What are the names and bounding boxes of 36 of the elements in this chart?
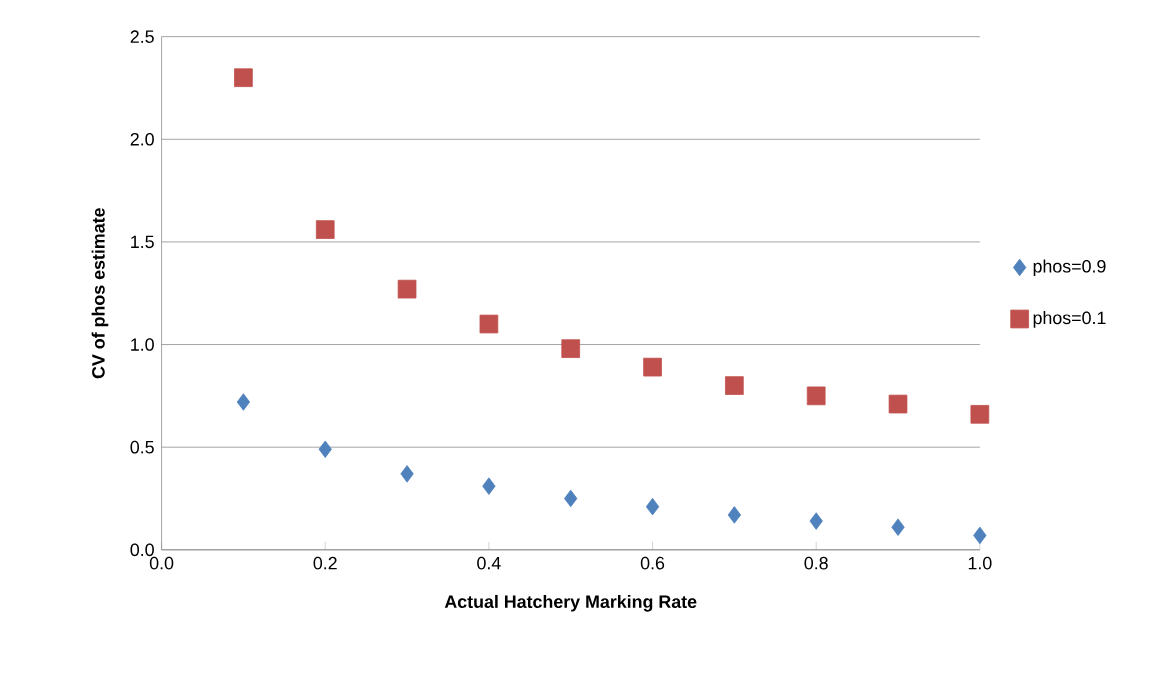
x-tick-label: 0.4	[477, 557, 501, 570]
x-tick-label: 1.0	[968, 557, 992, 570]
y-tick-label: 0.5	[130, 441, 154, 454]
point	[482, 477, 496, 496]
point	[315, 220, 335, 240]
point	[891, 518, 905, 537]
point	[806, 386, 826, 406]
point	[479, 314, 499, 334]
point	[809, 512, 823, 531]
x-tick-label: 0.2	[313, 557, 337, 570]
point	[645, 498, 660, 516]
point	[318, 440, 332, 459]
point	[561, 339, 581, 359]
legend-label: phos=0.1	[1033, 311, 1106, 328]
y-tick-label: 1.0	[131, 338, 154, 352]
point	[725, 376, 744, 396]
point	[888, 394, 908, 414]
x-tick-label: 0.6	[640, 557, 665, 570]
point	[643, 358, 662, 377]
x-tick-label: 0.0	[149, 557, 174, 570]
point	[970, 405, 990, 424]
y-tick-label: 2.5	[130, 30, 154, 44]
point	[234, 68, 253, 88]
point	[400, 465, 414, 483]
point	[564, 490, 578, 508]
x-tick-label: 0.8	[804, 557, 828, 570]
y-tick-label: 0.0	[130, 543, 154, 557]
y-tick-label: 1.5	[131, 235, 154, 249]
point	[973, 526, 987, 545]
legend-label: phos=0.9	[1033, 259, 1106, 277]
point	[727, 506, 742, 524]
x-axis-title: Actual Hatchery Marking Rate	[444, 595, 697, 612]
point	[397, 280, 417, 299]
y-tick-label: 2.0	[130, 133, 154, 146]
point	[236, 393, 251, 411]
y-axis-title: CV of phos estimate	[91, 208, 109, 379]
